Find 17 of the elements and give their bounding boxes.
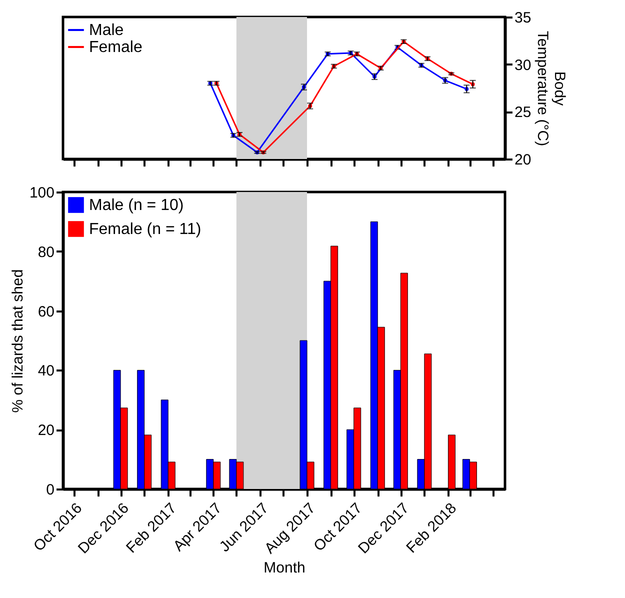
y-axis-title: Body Temperature (°C) [534,30,568,146]
legend-label: Female (n = 11) [89,221,202,238]
x-axis-title: Month [264,560,306,577]
y-tick-label: 80 [38,244,54,261]
y-tick-label: 35 [514,10,532,26]
y-tick-label: 100 [29,184,54,202]
y-tick-label: 30 [514,56,532,74]
y-tick-label: 20 [38,422,54,440]
y-axis-title: % of lizards that shed [9,269,26,413]
y-tick-label: 25 [514,104,532,122]
y-tick-label: 0 [46,482,54,498]
y-tick-label: 60 [38,303,54,320]
legend-label: Male (n = 10) [89,197,184,214]
legend-label: Female [89,39,142,56]
y-tick-label: 20 [514,152,532,168]
y-tick-label: 40 [38,362,54,380]
legend-label: Male [89,22,124,39]
